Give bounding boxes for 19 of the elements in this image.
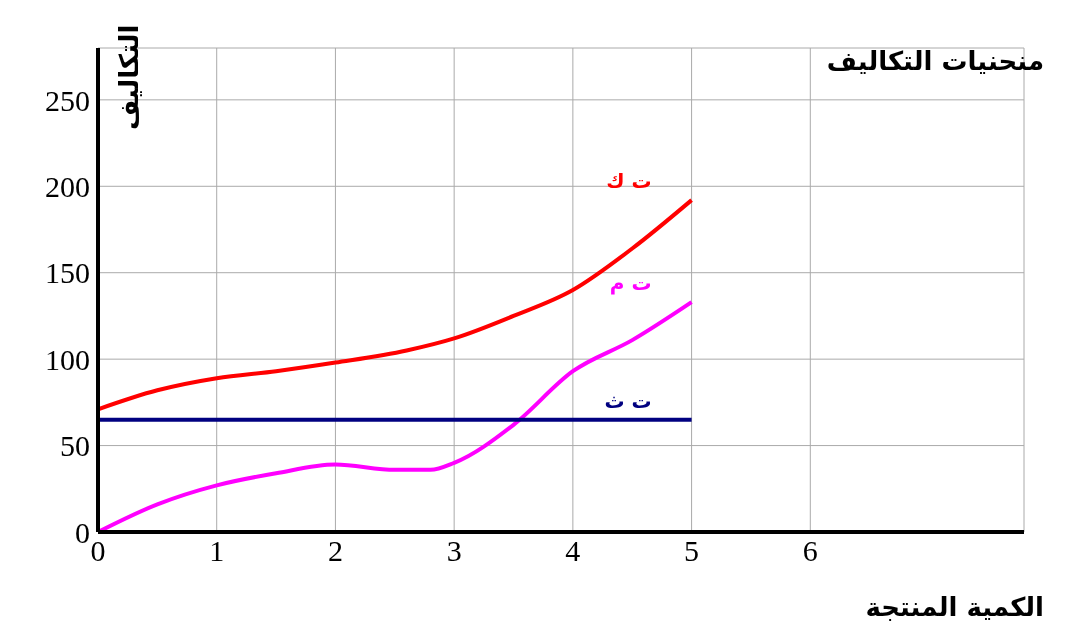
- series-label: ت م: [609, 271, 652, 296]
- x-tick-label: 6: [802, 534, 818, 568]
- x-tick-label: 1: [209, 534, 225, 568]
- series-label: ت ث: [604, 388, 652, 413]
- x-tick-label: 2: [327, 534, 343, 568]
- x-tick-label: 4: [565, 534, 581, 568]
- y-tick-label: 50: [60, 429, 90, 463]
- y-tick-label: 100: [45, 342, 90, 376]
- line-series: [98, 198, 694, 412]
- x-tick-label: 3: [446, 534, 462, 568]
- x-axis-title: الكمية المنتجة: [865, 592, 1044, 622]
- x-tick-label: 5: [684, 534, 700, 568]
- y-tick-label: 200: [45, 169, 90, 203]
- y-axis-title: التكاليف: [114, 24, 144, 130]
- y-tick-label: 250: [45, 83, 90, 117]
- line-series: [98, 300, 694, 532]
- series-label: ت ك: [606, 169, 652, 194]
- chart-title: منحنيات التكاليف: [826, 46, 1044, 76]
- y-tick-label: 150: [45, 256, 90, 290]
